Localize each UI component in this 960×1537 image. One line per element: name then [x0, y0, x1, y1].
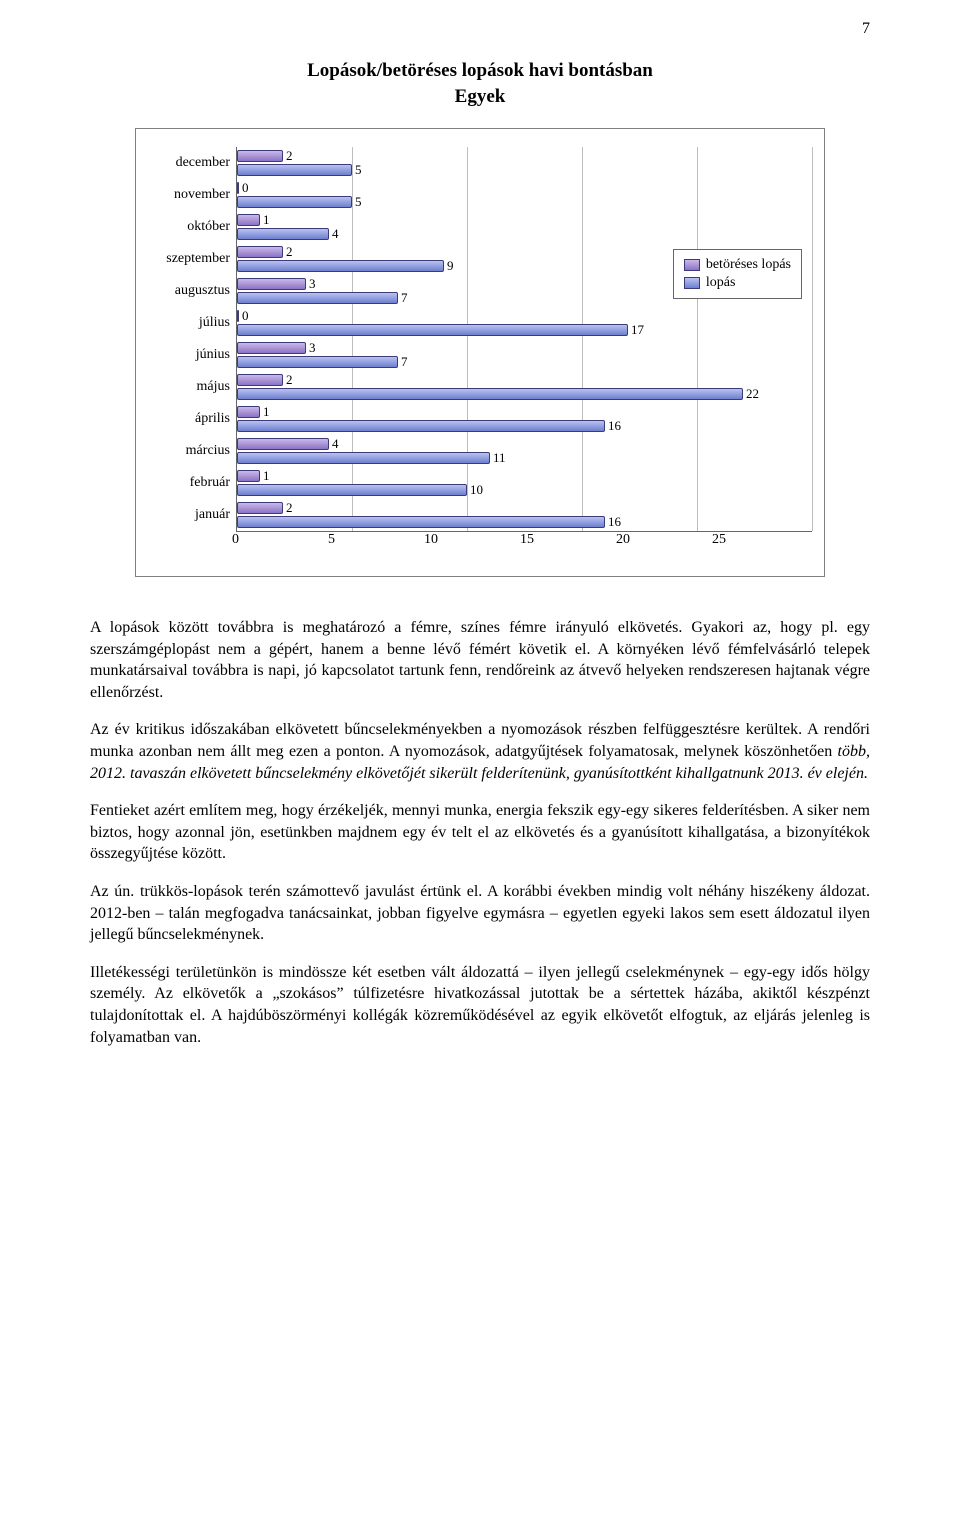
y-category-label: január [148, 499, 236, 531]
bar-value: 4 [328, 226, 339, 242]
bar-series2: 16 [237, 420, 605, 432]
chart-row: 116 [237, 403, 812, 435]
bar-series1: 0 [237, 310, 239, 322]
bar-series2: 5 [237, 196, 352, 208]
bar-series1: 2 [237, 246, 283, 258]
bar-value: 5 [351, 162, 362, 178]
chart-legend: betöréses lopás lopás [673, 249, 802, 299]
bar-series2: 7 [237, 292, 398, 304]
y-category-label: december [148, 147, 236, 179]
x-tick: 25 [712, 532, 808, 548]
y-category-label: október [148, 211, 236, 243]
bar-value: 3 [305, 340, 316, 356]
chart-row: 110 [237, 467, 812, 499]
legend-swatch-1 [684, 259, 700, 271]
x-tick: 10 [424, 532, 520, 548]
bar-series1: 3 [237, 278, 306, 290]
legend-label-2: lopás [706, 275, 736, 291]
chart-title-line2: Egyek [90, 86, 870, 108]
y-category-label: július [148, 307, 236, 339]
y-category-label: március [148, 435, 236, 467]
y-category-label: február [148, 467, 236, 499]
legend-label-1: betöréses lopás [706, 257, 791, 273]
paragraph-3: Fentieket azért említem meg, hogy érzéke… [90, 800, 870, 865]
bar-series1: 2 [237, 374, 283, 386]
bar-value: 7 [397, 290, 408, 306]
bar-value: 1 [259, 468, 270, 484]
bar-series2: 9 [237, 260, 444, 272]
bar-value: 11 [489, 450, 506, 466]
legend-item-2: lopás [684, 274, 791, 292]
legend-item-1: betöréses lopás [684, 256, 791, 274]
bar-series1: 4 [237, 438, 329, 450]
chart-row: 411 [237, 435, 812, 467]
y-category-label: augusztus [148, 275, 236, 307]
y-category-label: június [148, 339, 236, 371]
paragraph-5: Illetékességi területünkön is mindössze … [90, 962, 870, 1048]
bar-value: 9 [443, 258, 454, 274]
bar-series2: 16 [237, 516, 605, 528]
y-category-label: szeptember [148, 243, 236, 275]
bar-value: 22 [742, 386, 759, 402]
bar-value: 3 [305, 276, 316, 292]
paragraph-2a: Az év kritikus időszakában elkövetett bű… [90, 721, 870, 760]
bar-value: 1 [259, 404, 270, 420]
bar-value: 0 [238, 180, 249, 196]
x-tick: 15 [520, 532, 616, 548]
paragraph-4: Az ún. trükkös-lopások terén számottevő … [90, 881, 870, 946]
chart-row: 25 [237, 147, 812, 179]
chart-row: 14 [237, 211, 812, 243]
bar-value: 17 [627, 322, 644, 338]
bar-series1: 1 [237, 214, 260, 226]
bar-series1: 1 [237, 470, 260, 482]
bar-series2: 7 [237, 356, 398, 368]
y-category-label: április [148, 403, 236, 435]
bar-series1: 2 [237, 150, 283, 162]
x-axis: 0510152025 [236, 532, 812, 548]
chart-row: 37 [237, 339, 812, 371]
bar-value: 7 [397, 354, 408, 370]
bar-series1: 3 [237, 342, 306, 354]
bar-series2: 22 [237, 388, 743, 400]
x-tick: 5 [328, 532, 424, 548]
y-category-label: május [148, 371, 236, 403]
chart-title-line1: Lopások/betöréses lopások havi bontásban [90, 60, 870, 82]
bar-series2: 4 [237, 228, 329, 240]
bar-series1: 0 [237, 182, 239, 194]
page-number: 7 [862, 20, 870, 38]
bar-value: 2 [282, 148, 293, 164]
bar-value: 4 [328, 436, 339, 452]
chart-plot-area: 250514293701737222116411110216 [236, 147, 812, 532]
legend-swatch-2 [684, 277, 700, 289]
paragraph-2: Az év kritikus időszakában elkövetett bű… [90, 719, 870, 784]
bar-series2: 17 [237, 324, 628, 336]
chart-frame: decembernovemberoktóberszeptemberauguszt… [135, 128, 825, 577]
chart-row: 05 [237, 179, 812, 211]
bar-value: 2 [282, 244, 293, 260]
bar-value: 16 [604, 418, 621, 434]
y-category-label: november [148, 179, 236, 211]
paragraph-1: A lopások között továbbra is meghatározó… [90, 617, 870, 703]
bar-series2: 11 [237, 452, 490, 464]
bar-value: 16 [604, 514, 621, 530]
bar-value: 10 [466, 482, 483, 498]
x-tick: 20 [616, 532, 712, 548]
bar-value: 2 [282, 372, 293, 388]
bar-series2: 10 [237, 484, 467, 496]
chart-row: 216 [237, 499, 812, 531]
bar-series2: 5 [237, 164, 352, 176]
bar-value: 2 [282, 500, 293, 516]
bar-value: 1 [259, 212, 270, 228]
bar-value: 5 [351, 194, 362, 210]
bar-series1: 2 [237, 502, 283, 514]
bar-series1: 1 [237, 406, 260, 418]
y-axis-labels: decembernovemberoktóberszeptemberauguszt… [148, 147, 236, 532]
x-tick: 0 [232, 532, 328, 548]
bar-value: 0 [238, 308, 249, 324]
chart-row: 222 [237, 371, 812, 403]
chart-row: 0 17 [237, 307, 812, 339]
